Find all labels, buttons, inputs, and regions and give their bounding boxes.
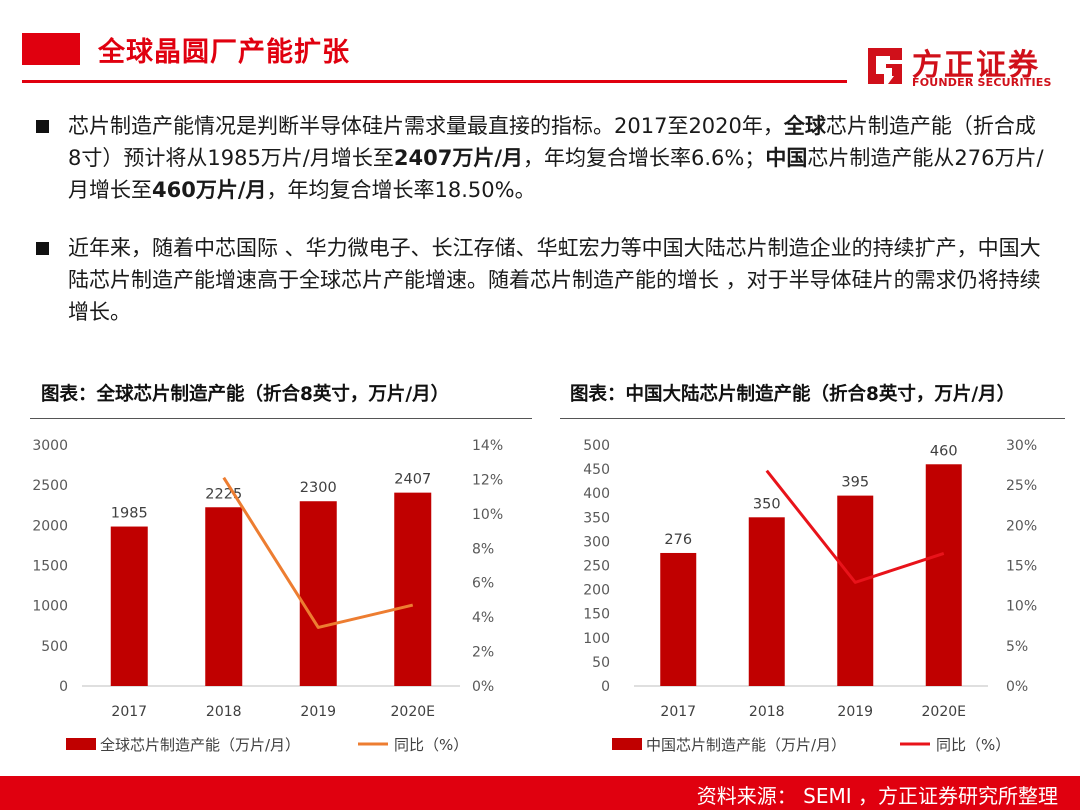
- chart-title-global: 图表：全球芯片制造产能（折合8英寸，万片/月）: [41, 384, 450, 405]
- bullet-square-icon: [36, 242, 49, 255]
- x-tick-label: 2019: [837, 704, 873, 720]
- bullet-segment: ，年均复合增长率18.50%。: [266, 178, 536, 202]
- bullet-square-icon: [36, 120, 49, 133]
- bar-data-label: 2300: [300, 480, 337, 496]
- legend-bar-label: 全球芯片制造产能（万片/月）: [100, 736, 300, 754]
- founder-logo-icon: [868, 48, 902, 84]
- bullet-segment: ，年均复合增长率6.6%；: [523, 146, 766, 170]
- legend-bar-swatch: [66, 738, 96, 750]
- bullet-emphasis: 中国: [765, 146, 808, 170]
- logo-english-name: FOUNDER SECURITIES: [912, 76, 1052, 89]
- chart-title-rule: [30, 418, 532, 419]
- bar-data-label: 2407: [394, 472, 431, 488]
- y-tick-label: 400: [583, 486, 610, 502]
- bullet-emphasis: 460万片/月: [152, 178, 267, 202]
- x-tick-label: 2019: [300, 704, 336, 720]
- bar: [299, 501, 337, 686]
- chart-title-china: 图表：中国大陆芯片制造产能（折合8英寸，万片/月）: [570, 384, 1016, 405]
- y2-tick-label: 8%: [472, 541, 494, 557]
- y2-tick-label: 0%: [1006, 679, 1028, 695]
- title-accent-block: [22, 33, 80, 65]
- y-tick-label: 50: [592, 655, 610, 671]
- bar: [110, 526, 148, 686]
- y-tick-label: 0: [59, 679, 68, 695]
- y-tick-label: 450: [583, 462, 610, 478]
- y-tick-label: 1000: [32, 599, 68, 615]
- y2-tick-label: 25%: [1006, 478, 1037, 494]
- bar: [394, 492, 432, 686]
- bullet-item: 芯片制造产能情况是判断半导体硅片需求量最直接的指标。2017至2020年，全球芯…: [36, 110, 1046, 206]
- chart-global-capacity: 0 500 1000 1500 2000 2500 3000 0% 2% 4% 6% 8% 10% 12%…: [32, 438, 503, 754]
- bullet-segment: 芯片制造产能（折合成8寸）预计将从1985万片/月增长至: [68, 114, 1036, 170]
- y-tick-label: 0: [601, 679, 610, 695]
- y-tick-label: 100: [583, 631, 610, 647]
- x-tick-label: 2020E: [922, 704, 966, 720]
- source-note: 资料来源： SEMI ，方正证券研究所整理: [696, 784, 1058, 808]
- x-tick-label: 2017: [660, 704, 696, 720]
- bar-data-label: 276: [664, 532, 692, 548]
- y2-tick-label: 15%: [1006, 559, 1037, 575]
- y-tick-label: 500: [41, 639, 68, 655]
- bar: [837, 495, 874, 686]
- y2-tick-label: 0%: [472, 679, 494, 695]
- y2-tick-label: 10%: [472, 507, 503, 523]
- x-tick-label: 2017: [111, 704, 147, 720]
- bullet-emphasis: 2407万片/月: [393, 146, 524, 170]
- title-divider: [22, 80, 847, 83]
- y2-tick-label: 10%: [1006, 599, 1037, 615]
- bullet-segment: 芯片制造产能情况是判断半导体硅片需求量最直接的指标。2017至2020年，: [68, 114, 784, 138]
- chart-china-capacity: 0 50 100 150 200 250 300 350 400 450 500 0% 5% 10% 15%…: [583, 438, 1037, 754]
- legend-line-label: 同比（%）: [936, 736, 1010, 754]
- bar: [205, 507, 243, 686]
- y2-tick-label: 4%: [472, 610, 494, 626]
- bar: [660, 552, 697, 686]
- bullet-segment: 近年来，随着中芯国际 、华力微电子、长江存储、华虹宏力等中国大陆芯片制造企业的持…: [68, 236, 1041, 324]
- footer-bar: 资料来源： SEMI ，方正证券研究所整理: [0, 776, 1080, 810]
- bar: [925, 464, 962, 686]
- y-tick-label: 500: [583, 438, 610, 454]
- bullet-text: 近年来，随着中芯国际 、华力微电子、长江存储、华虹宏力等中国大陆芯片制造企业的持…: [68, 232, 1046, 328]
- legend-bar-label: 中国芯片制造产能（万片/月）: [646, 736, 846, 754]
- y-tick-label: 2000: [32, 518, 68, 534]
- y2-tick-label: 12%: [472, 472, 503, 488]
- y-tick-label: 300: [583, 534, 610, 550]
- chart-title-rule: [560, 418, 1065, 419]
- bullet-item: 近年来，随着中芯国际 、华力微电子、长江存储、华虹宏力等中国大陆芯片制造企业的持…: [36, 232, 1046, 328]
- x-tick-label: 2018: [749, 704, 785, 720]
- bar-data-label: 460: [930, 443, 958, 459]
- x-tick-label: 2020E: [391, 704, 435, 720]
- bar: [748, 517, 785, 686]
- x-tick-label: 2018: [206, 704, 242, 720]
- bullet-segment: 芯片制造产能从276万片/月增长至: [68, 146, 1044, 202]
- y2-tick-label: 5%: [1006, 639, 1028, 655]
- legend-bar-swatch: [612, 738, 642, 750]
- y-tick-label: 350: [583, 510, 610, 526]
- y-tick-label: 1500: [32, 559, 68, 575]
- logo-chinese-name: 方正证券: [912, 48, 1040, 83]
- y2-tick-label: 14%: [472, 438, 503, 454]
- y-tick-label: 2500: [32, 478, 68, 494]
- y-tick-label: 150: [583, 607, 610, 623]
- y-tick-label: 3000: [32, 438, 68, 454]
- y-tick-label: 250: [583, 559, 610, 575]
- legend-line-label: 同比（%）: [394, 736, 468, 754]
- bar-data-label: 1985: [111, 506, 148, 522]
- y2-tick-label: 20%: [1006, 518, 1037, 534]
- founder-securities-logo: 方正证券 FOUNDER SECURITIES: [862, 44, 1062, 92]
- bullet-emphasis: 全球: [783, 114, 826, 138]
- page-title: 全球晶圆厂产能扩张: [98, 37, 350, 68]
- bullet-text: 芯片制造产能情况是判断半导体硅片需求量最直接的指标。2017至2020年，全球芯…: [68, 110, 1046, 206]
- y2-tick-label: 2%: [472, 645, 494, 661]
- bar-data-label: 395: [841, 475, 869, 491]
- y-tick-label: 200: [583, 583, 610, 599]
- y2-tick-label: 6%: [472, 576, 494, 592]
- bar-data-label: 350: [753, 496, 781, 512]
- y2-tick-label: 30%: [1006, 438, 1037, 454]
